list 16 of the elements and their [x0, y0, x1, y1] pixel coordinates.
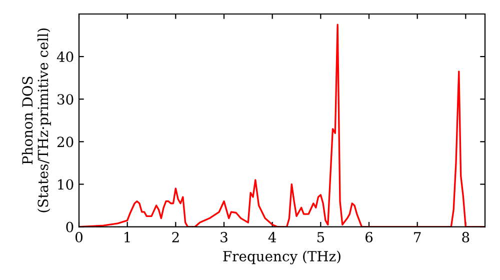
y-tick-label: 10 — [58, 179, 74, 190]
x-tick-label: 3 — [220, 232, 228, 242]
y-tick-label: 20 — [57, 136, 74, 148]
x-tick-label: 6 — [366, 232, 373, 242]
x-tick-label: 0 — [75, 232, 82, 242]
x-tick-label: 7 — [414, 232, 421, 242]
x-tick-label: 4 — [268, 232, 276, 242]
x-tick-label: 1 — [124, 232, 130, 242]
x-axis-title: Frequency (THz) — [223, 250, 340, 264]
y-tick-label: 0 — [66, 222, 74, 232]
x-tick-label: 2 — [172, 232, 179, 242]
y-tick-label: 30 — [58, 94, 74, 105]
y-axis-title: Phonon DOS (States/THz·primitive cell) — [22, 28, 51, 212]
x-tick-label: 8 — [462, 232, 470, 242]
y-tick-label: 40 — [56, 52, 74, 62]
x-tick-label: 5 — [317, 232, 324, 242]
